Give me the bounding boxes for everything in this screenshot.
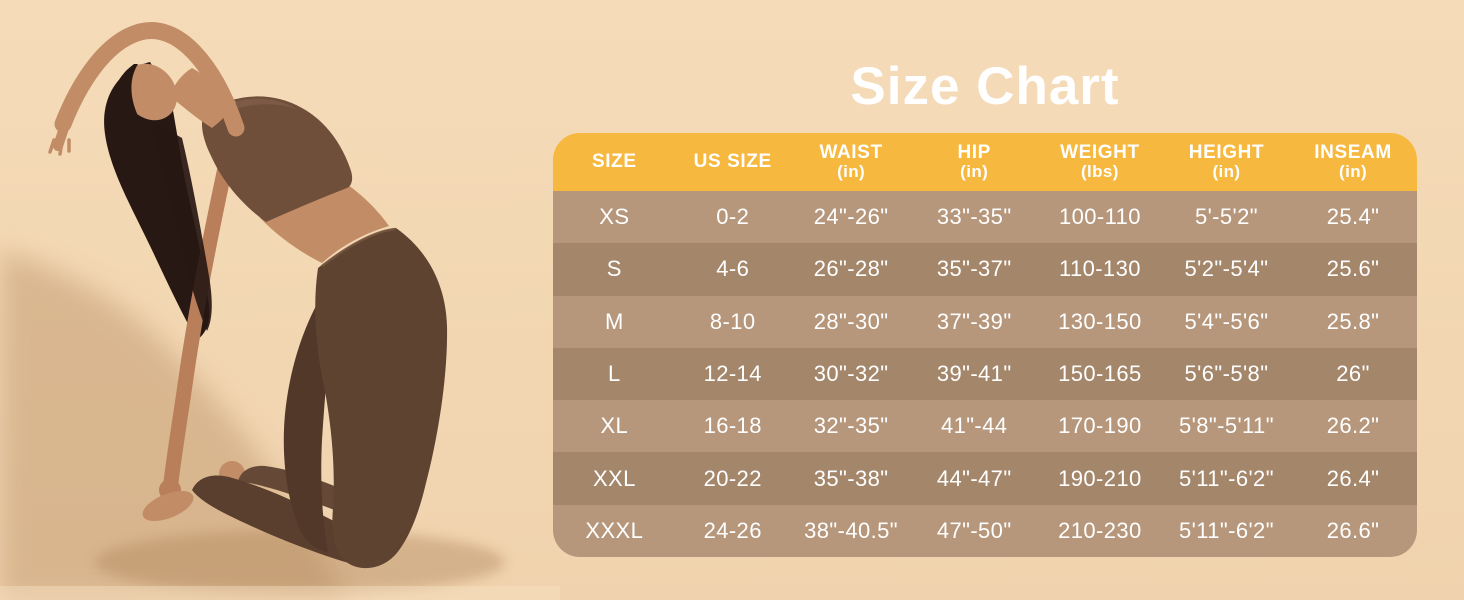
cell-height: 5'11"-6'2" bbox=[1179, 517, 1274, 543]
model-right-hand bbox=[53, 117, 71, 151]
model-left-arm bbox=[163, 160, 233, 490]
cell-height: 5'6"-5'8" bbox=[1184, 360, 1269, 386]
leggings-waist-seam bbox=[321, 227, 396, 267]
cell-size: XXXL bbox=[585, 517, 644, 543]
cell-hip: 37"-39" bbox=[936, 308, 1012, 334]
cell-us-size: 0-2 bbox=[716, 204, 750, 230]
table-row-xxxl: XXXL 24-26 38"-40.5" 47"-50" 210-230 5'1… bbox=[553, 504, 1417, 557]
cell-inseam: 25.8" bbox=[1326, 308, 1380, 334]
cell-waist: 24"-26" bbox=[813, 204, 889, 230]
cell-weight: 170-190 bbox=[1058, 413, 1142, 439]
model-front-foot bbox=[142, 490, 194, 522]
column-header-weight: WEIGHT (lbs) bbox=[1060, 142, 1140, 181]
cell-height: 5'8"-5'11" bbox=[1179, 413, 1274, 439]
table-row-xs: XS 0-2 24"-26" 33"-35" 100-110 5'-5'2" 2… bbox=[553, 191, 1417, 244]
cell-us-size: 4-6 bbox=[716, 256, 750, 282]
table-row-l: L 12-14 30"-32" 39"-41" 150-165 5'6"-5'8… bbox=[553, 347, 1417, 401]
cell-inseam: 26.2" bbox=[1326, 413, 1380, 439]
cell-us-size: 8-10 bbox=[709, 308, 756, 334]
cell-size: XXL bbox=[592, 465, 636, 491]
floor-shadow bbox=[95, 530, 505, 594]
cell-hip: 33"-35" bbox=[936, 204, 1012, 230]
cell-height: 5'-5'2" bbox=[1194, 204, 1258, 230]
model-leggings bbox=[315, 228, 448, 569]
cell-hip: 35"-37" bbox=[936, 256, 1012, 282]
size-chart-table: SIZE US SIZE WAIST (in) HIP (in) WEIGHT (lb… bbox=[553, 133, 1417, 557]
cell-waist: 32"-35" bbox=[813, 413, 889, 439]
yoga-model-photo bbox=[0, 22, 560, 600]
cell-waist: 26"-28" bbox=[813, 256, 889, 282]
cell-weight: 210-230 bbox=[1058, 517, 1142, 543]
cell-weight: 150-165 bbox=[1058, 360, 1142, 386]
column-header-inseam: INSEAM (in) bbox=[1314, 142, 1392, 181]
model-hair-front bbox=[111, 64, 140, 120]
sports-bra-highlight bbox=[222, 98, 298, 112]
cell-size: XS bbox=[599, 204, 630, 230]
cell-hip: 41"-44 bbox=[940, 413, 1008, 439]
cell-size: S bbox=[606, 256, 622, 282]
model-hair bbox=[104, 62, 210, 340]
column-header-us-size: US SIZE bbox=[693, 151, 772, 172]
cell-height: 5'2"-5'4" bbox=[1184, 256, 1269, 282]
table-row-m: M 8-10 28"-30" 37"-39" 130-150 5'4"-5'6"… bbox=[553, 295, 1417, 348]
table-row-xl: XL 16-18 32"-35" 41"-44 170-190 5'8"-5'1… bbox=[553, 400, 1417, 453]
cell-waist: 38"-40.5" bbox=[804, 517, 898, 543]
column-header-height: HEIGHT (in) bbox=[1188, 142, 1265, 181]
cell-weight: 190-210 bbox=[1058, 465, 1142, 491]
column-header-hip: HIP (in) bbox=[957, 142, 991, 181]
cell-inseam: 26.4" bbox=[1326, 465, 1380, 491]
cell-us-size: 24-26 bbox=[703, 517, 762, 543]
size-chart-panel: Size Chart SIZE US SIZE WAIST (in) HIP (in… bbox=[553, 0, 1417, 600]
cell-weight: 130-150 bbox=[1058, 308, 1142, 334]
cell-waist: 35"-38" bbox=[813, 465, 889, 491]
cell-us-size: 16-18 bbox=[703, 413, 762, 439]
model-fingers bbox=[48, 138, 71, 156]
cell-weight: 100-110 bbox=[1058, 204, 1141, 230]
size-chart-table-container: SIZE US SIZE WAIST (in) HIP (in) WEIGHT (lb… bbox=[553, 133, 1417, 557]
model-hair-strand bbox=[150, 120, 212, 331]
table-row-s: S 4-6 26"-28" 35"-37" 110-130 5'2"-5'4" … bbox=[553, 243, 1417, 296]
model-head bbox=[122, 63, 178, 121]
model-neck bbox=[170, 68, 236, 128]
model-midriff bbox=[260, 185, 389, 263]
column-header-waist: WAIST (in) bbox=[819, 142, 883, 181]
cell-weight: 110-130 bbox=[1058, 256, 1141, 282]
page-title: Size Chart bbox=[850, 57, 1120, 116]
cell-waist: 30"-32" bbox=[813, 360, 889, 386]
table-header-row: SIZE US SIZE WAIST (in) HIP (in) WEIGHT (lb… bbox=[553, 133, 1417, 191]
table-row-xxl: XXL 20-22 35"-38" 44"-47" 190-210 5'11"-… bbox=[553, 452, 1417, 505]
cell-height: 5'4"-5'6" bbox=[1184, 308, 1269, 334]
cell-size: M bbox=[604, 308, 624, 334]
cell-size: L bbox=[608, 360, 621, 386]
cell-waist: 28"-30" bbox=[813, 308, 889, 334]
model-right-arm bbox=[54, 22, 245, 137]
cell-us-size: 12-14 bbox=[703, 360, 762, 386]
column-header-size: SIZE bbox=[592, 151, 637, 172]
cell-hip: 39"-41" bbox=[936, 360, 1012, 386]
cell-inseam: 25.6" bbox=[1326, 256, 1380, 282]
cell-inseam: 26" bbox=[1336, 360, 1370, 386]
cell-inseam: 25.4" bbox=[1326, 204, 1380, 230]
cell-us-size: 20-22 bbox=[703, 465, 762, 491]
cell-hip: 47"-50" bbox=[936, 517, 1012, 543]
cell-height: 5'11"-6'2" bbox=[1179, 465, 1274, 491]
cell-hip: 44"-47" bbox=[936, 465, 1012, 491]
cell-size: XL bbox=[600, 413, 629, 439]
cell-inseam: 26.6" bbox=[1326, 517, 1380, 543]
